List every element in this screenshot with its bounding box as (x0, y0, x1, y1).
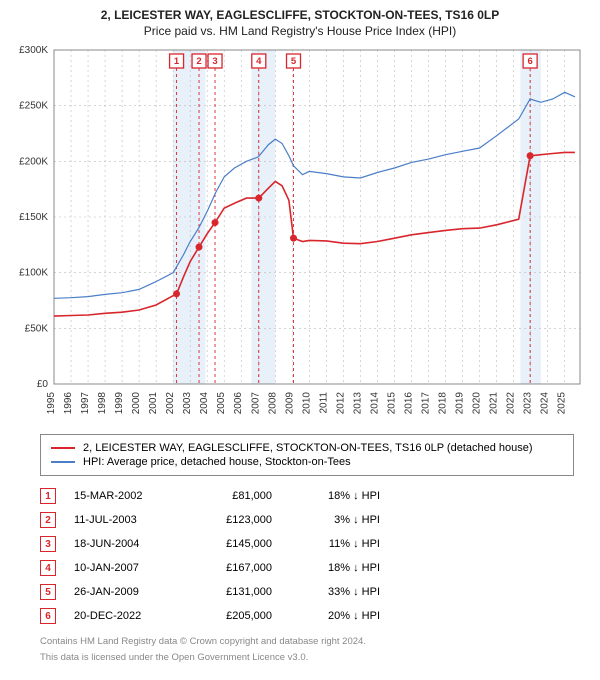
legend: 2, LEICESTER WAY, EAGLESCLIFFE, STOCKTON… (40, 434, 574, 476)
svg-text:2013: 2013 (352, 392, 363, 415)
svg-text:2025: 2025 (557, 392, 568, 415)
svg-text:1: 1 (174, 56, 180, 67)
svg-text:2020: 2020 (472, 392, 483, 415)
event-row: 6 20-DEC-2022 £205,000 20% ↓ HPI (40, 604, 574, 628)
svg-text:£300K: £300K (19, 45, 48, 56)
event-date: 10-JAN-2007 (74, 562, 174, 574)
event-pct: 3% ↓ HPI (290, 514, 380, 526)
svg-text:2000: 2000 (131, 392, 142, 415)
svg-text:£0: £0 (37, 379, 49, 390)
svg-text:2019: 2019 (455, 392, 466, 415)
svg-text:3: 3 (212, 56, 217, 67)
chart-subtitle: Price paid vs. HM Land Registry's House … (12, 24, 588, 38)
svg-text:4: 4 (256, 56, 262, 67)
svg-text:2009: 2009 (284, 392, 295, 415)
svg-text:£150K: £150K (19, 212, 48, 223)
event-date: 26-JAN-2009 (74, 586, 174, 598)
chart-area: £0 £50K £100K £150K £200K £250K £300K 1995 1996 1… (12, 44, 588, 424)
event-row: 1 15-MAR-2002 £81,000 18% ↓ HPI (40, 484, 574, 508)
chart-svg: £0 £50K £100K £150K £200K £250K £300K 1995 1996 1… (12, 44, 588, 424)
event-price: £131,000 (192, 586, 272, 598)
event-row: 4 10-JAN-2007 £167,000 18% ↓ HPI (40, 556, 574, 580)
svg-text:2003: 2003 (182, 392, 193, 415)
event-pct: 20% ↓ HPI (290, 610, 380, 622)
svg-text:2005: 2005 (216, 392, 227, 415)
event-pct: 33% ↓ HPI (290, 586, 380, 598)
svg-text:2006: 2006 (233, 392, 244, 415)
event-price: £81,000 (192, 490, 272, 502)
event-row: 2 11-JUL-2003 £123,000 3% ↓ HPI (40, 508, 574, 532)
event-pct: 18% ↓ HPI (290, 490, 380, 502)
svg-text:2021: 2021 (489, 392, 500, 415)
svg-text:2: 2 (196, 56, 201, 67)
legend-swatch (51, 461, 75, 463)
svg-text:2022: 2022 (506, 392, 517, 415)
svg-text:2002: 2002 (165, 392, 176, 415)
svg-text:2017: 2017 (420, 392, 431, 415)
event-marker: 2 (40, 512, 56, 528)
svg-text:2016: 2016 (403, 392, 414, 415)
legend-item: 2, LEICESTER WAY, EAGLESCLIFFE, STOCKTON… (51, 441, 563, 455)
svg-text:2008: 2008 (267, 392, 278, 415)
event-price: £167,000 (192, 562, 272, 574)
svg-text:2011: 2011 (318, 392, 329, 414)
svg-text:2001: 2001 (148, 392, 159, 415)
svg-text:£100K: £100K (19, 268, 48, 279)
svg-text:2012: 2012 (335, 392, 346, 415)
event-date: 20-DEC-2022 (74, 610, 174, 622)
svg-text:1997: 1997 (80, 392, 91, 415)
event-row: 5 26-JAN-2009 £131,000 33% ↓ HPI (40, 580, 574, 604)
svg-text:£50K: £50K (25, 323, 49, 334)
legend-item: HPI: Average price, detached house, Stoc… (51, 455, 563, 469)
chart-title: 2, LEICESTER WAY, EAGLESCLIFFE, STOCKTON… (12, 8, 588, 22)
svg-text:2010: 2010 (301, 392, 312, 415)
event-date: 18-JUN-2004 (74, 538, 174, 550)
event-row: 3 18-JUN-2004 £145,000 11% ↓ HPI (40, 532, 574, 556)
legend-label: HPI: Average price, detached house, Stoc… (83, 456, 351, 468)
svg-text:1998: 1998 (97, 392, 108, 415)
svg-text:2018: 2018 (438, 392, 449, 415)
event-marker: 1 (40, 488, 56, 504)
svg-text:2004: 2004 (199, 392, 210, 415)
event-marker: 3 (40, 536, 56, 552)
event-date: 11-JUL-2003 (74, 514, 174, 526)
svg-text:1999: 1999 (114, 392, 125, 415)
svg-text:£200K: £200K (19, 156, 48, 167)
event-pct: 18% ↓ HPI (290, 562, 380, 574)
event-pct: 11% ↓ HPI (290, 538, 380, 550)
event-marker: 4 (40, 560, 56, 576)
svg-text:2024: 2024 (540, 392, 551, 415)
svg-text:2007: 2007 (250, 392, 261, 415)
svg-text:5: 5 (291, 56, 297, 67)
footnote-line2: This data is licensed under the Open Gov… (40, 652, 574, 664)
svg-text:1995: 1995 (46, 392, 57, 415)
chart-container: 2, LEICESTER WAY, EAGLESCLIFFE, STOCKTON… (0, 0, 600, 677)
event-price: £123,000 (192, 514, 272, 526)
svg-text:2015: 2015 (386, 392, 397, 415)
legend-swatch (51, 447, 75, 449)
svg-text:6: 6 (527, 56, 532, 67)
svg-text:£250K: £250K (19, 101, 48, 112)
event-price: £145,000 (192, 538, 272, 550)
event-date: 15-MAR-2002 (74, 490, 174, 502)
event-marker: 6 (40, 608, 56, 624)
svg-text:2014: 2014 (369, 392, 380, 415)
svg-text:1996: 1996 (63, 392, 74, 415)
footnote-line1: Contains HM Land Registry data © Crown c… (40, 636, 574, 648)
event-marker: 5 (40, 584, 56, 600)
svg-text:2023: 2023 (523, 392, 534, 415)
event-price: £205,000 (192, 610, 272, 622)
events-table: 1 15-MAR-2002 £81,000 18% ↓ HPI 2 11-JUL-2003… (40, 484, 574, 628)
legend-label: 2, LEICESTER WAY, EAGLESCLIFFE, STOCKTON… (83, 442, 533, 454)
